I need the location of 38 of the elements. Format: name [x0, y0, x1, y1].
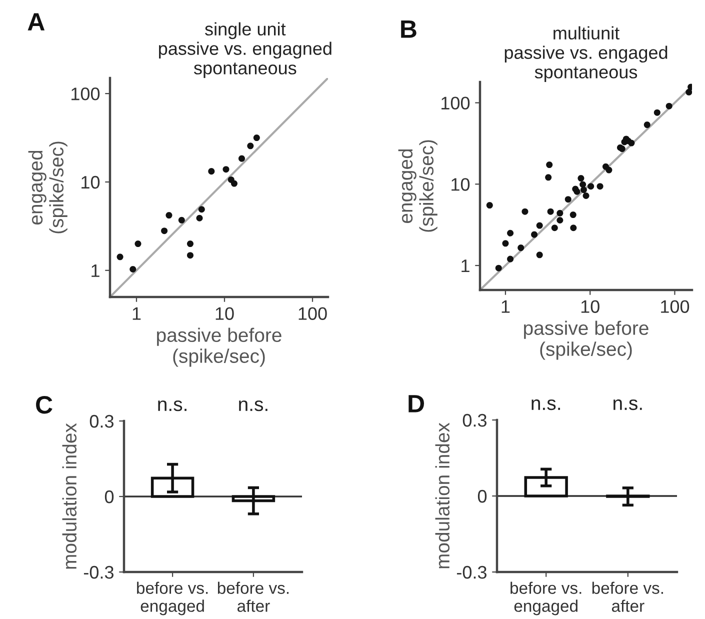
y-tick-label: 0.3 — [90, 414, 114, 428]
y-tick-label: 0.3 — [462, 414, 486, 427]
y-axis-title: modulation index — [435, 422, 450, 568]
y-axis-title: engaged (spike/sec) — [398, 140, 438, 232]
x-tick-label: before vs. after — [592, 582, 663, 612]
y-tick-label: -0.3 — [456, 566, 486, 579]
x-tick-label: 1 — [502, 300, 510, 313]
text: D — [408, 395, 424, 412]
x-axis-title: passive before (spike/sec) — [157, 328, 282, 367]
text: n.s. — [614, 399, 642, 410]
text: C — [36, 396, 52, 414]
y-axis-title: engaged (spike/sec) — [28, 142, 68, 234]
y-tick-label: 100 — [442, 96, 470, 110]
y-tick-label: 1 — [462, 260, 470, 272]
x-tick-label: before vs. after — [218, 582, 289, 612]
text: B — [401, 20, 416, 38]
y-tick-label: -0.3 — [84, 566, 114, 579]
text: n.s. — [532, 399, 560, 410]
x-axis-title: passive before (spike/sec) — [524, 320, 648, 360]
y-tick-label: 0 — [478, 490, 487, 503]
y-tick-label: 10 — [452, 178, 470, 191]
chart-title: single unit passive vs. engagned spontaneous — [159, 22, 332, 78]
chart-title: multiunit passive vs. engaged spontaneous — [504, 26, 668, 82]
text: A — [28, 13, 45, 30]
y-axis-title: modulation index — [62, 423, 77, 569]
x-tick-label: 10 — [216, 307, 234, 320]
y-tick-label: 1 — [92, 264, 100, 277]
x-tick-label: 100 — [298, 307, 327, 320]
y-tick-label: 10 — [82, 176, 100, 189]
x-tick-label: before vs. engaged — [137, 582, 208, 616]
y-tick-label: 0 — [104, 490, 114, 504]
y-tick-label: 100 — [72, 88, 100, 100]
text: n.s. — [158, 400, 186, 412]
text: n.s. — [239, 400, 268, 412]
x-tick-label: 1 — [132, 307, 141, 320]
x-tick-label: before vs. engaged — [510, 582, 582, 616]
x-tick-label: 100 — [661, 300, 690, 313]
x-tick-label: 10 — [581, 300, 600, 313]
